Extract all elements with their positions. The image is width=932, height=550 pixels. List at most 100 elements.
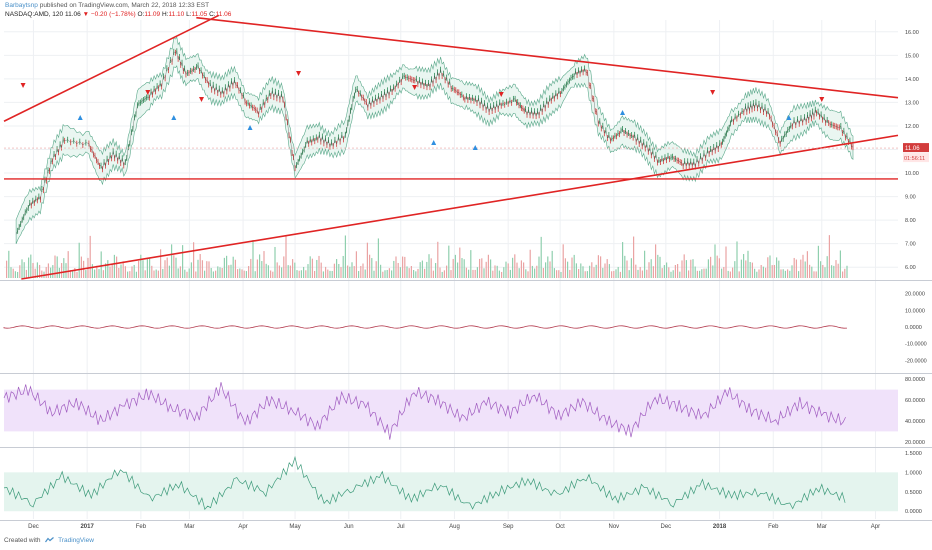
open-label: O: — [137, 11, 145, 18]
volume-bar — [694, 266, 696, 278]
volume-bar — [690, 259, 692, 278]
volume-bar — [567, 261, 569, 278]
volume-bar — [129, 271, 131, 278]
volume-bar — [644, 250, 646, 278]
volume-bar — [10, 267, 12, 278]
volume-bar — [30, 254, 32, 278]
x-tick-label: Dec — [28, 524, 39, 530]
volume-bar — [516, 262, 518, 278]
panels — [0, 280, 932, 521]
volume-bar — [298, 270, 300, 278]
volume-bar — [520, 260, 522, 278]
volume-bar — [540, 236, 542, 278]
x-tick-label: Nov — [609, 524, 620, 530]
volume-bar — [586, 271, 588, 278]
volume-bar — [575, 263, 577, 278]
volume-bar — [619, 271, 621, 278]
volume-bar — [17, 271, 19, 278]
volume-bar — [573, 254, 575, 278]
volume-bar — [347, 265, 349, 278]
volume-bar — [195, 271, 197, 278]
volume-bar — [415, 271, 417, 278]
volume-bar — [635, 264, 637, 278]
volume-bar — [692, 259, 694, 278]
low-label: L: — [186, 11, 192, 18]
volume-bar — [747, 250, 749, 278]
volume-bar — [564, 258, 566, 278]
x-tick-label: Jun — [344, 524, 354, 530]
volume-bar — [111, 264, 113, 278]
last-price: 11.06 — [64, 11, 81, 18]
volume-bar — [705, 268, 707, 278]
volume-bar — [672, 270, 674, 278]
volume-bar — [197, 259, 199, 278]
sell-signal-icon — [145, 90, 151, 95]
volume-bar — [608, 264, 610, 278]
volume-bar — [802, 254, 804, 278]
y-tick-label: 20.0000 — [905, 292, 925, 298]
volume-bar — [637, 269, 639, 278]
volume-bar — [811, 266, 813, 278]
high-label: H: — [161, 11, 169, 18]
sell-signal-icon — [199, 97, 205, 102]
volume-bar — [685, 260, 687, 278]
volume-bar — [780, 269, 782, 278]
volume-bar — [305, 270, 307, 278]
volume-bar — [140, 254, 142, 278]
sell-signal-icon — [498, 92, 504, 97]
volume-bar — [820, 261, 822, 278]
price-line — [15, 50, 854, 235]
volume-bar — [105, 263, 107, 278]
volume-bar — [714, 244, 716, 278]
trendlines[interactable] — [3, 14, 899, 280]
volume-bar — [309, 256, 311, 278]
volume-bar — [518, 268, 520, 278]
volume-bar — [254, 271, 256, 278]
volume-bar — [122, 261, 124, 278]
volume-bar — [479, 258, 481, 278]
volume-bar — [120, 264, 122, 278]
x-tick-label: Dec — [661, 524, 672, 530]
volume-bar — [712, 265, 714, 278]
volume-bar — [822, 264, 824, 278]
tradingview-logo-icon — [45, 537, 55, 543]
volume-bar — [718, 258, 720, 278]
volume-bar — [303, 266, 305, 278]
volume-bar — [569, 269, 571, 278]
volume-bar — [399, 267, 401, 278]
rsi-line — [3, 382, 846, 440]
y-tick-label: 10.0000 — [905, 308, 925, 314]
volume-bar — [118, 267, 120, 278]
symbol-label[interactable]: NASDAQ:AMD, 120 — [5, 11, 64, 18]
volume-bar — [47, 263, 49, 278]
volume-bar — [146, 259, 148, 278]
volume-bar — [646, 269, 648, 278]
volume-bar — [201, 260, 203, 278]
volume-bar — [283, 256, 285, 278]
y-tick-label: 6.00 — [905, 265, 916, 271]
sell-signal-icon — [819, 97, 825, 102]
volume-bar — [384, 270, 386, 278]
volume-bar — [28, 257, 30, 278]
y-tick-label: 0.5000 — [905, 490, 922, 496]
volume-bar — [578, 268, 580, 278]
x-tick-label: Mar — [184, 524, 194, 530]
volume-bar — [274, 246, 276, 278]
volume-bar — [50, 267, 52, 278]
volume-bar — [677, 263, 679, 278]
tradingview-brand[interactable]: TradingView — [58, 537, 94, 544]
volume-bar — [430, 258, 432, 278]
volume-bar — [604, 263, 606, 278]
volume-bar — [248, 266, 250, 278]
volume-bar — [349, 266, 351, 278]
volume-bar — [327, 269, 329, 278]
y-tick-label: 0.0000 — [905, 509, 922, 515]
x-tick-label: Oct — [555, 524, 565, 530]
volume-bar — [679, 271, 681, 278]
y-tick-label: 13.00 — [905, 100, 919, 106]
volume-bar — [765, 267, 767, 278]
author-link[interactable]: Barbaytsnp — [5, 2, 38, 9]
y-tick-label: 20.0000 — [905, 440, 925, 446]
volume-bar — [721, 268, 723, 278]
